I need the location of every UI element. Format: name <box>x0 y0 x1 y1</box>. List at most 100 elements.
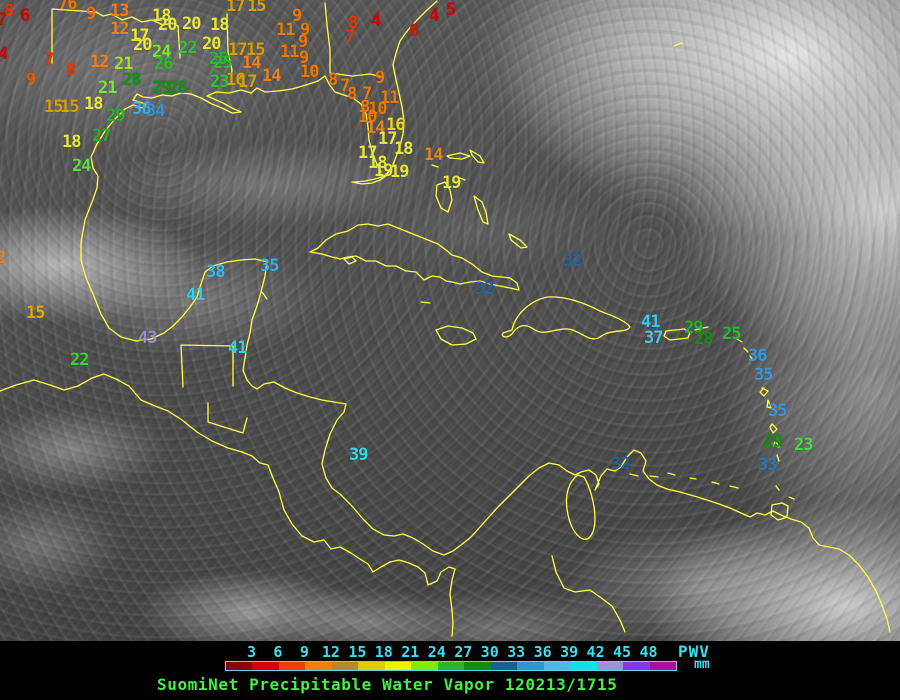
station-pwv-value: 20 <box>182 14 202 34</box>
station-pwv-value: 5 <box>446 0 456 20</box>
station-pwv-value: 16 <box>386 115 406 135</box>
station-pwv-value: 20 <box>158 15 178 35</box>
station-pwv-value: 27 <box>92 126 112 146</box>
station-pwv-value: 11 <box>276 20 296 40</box>
station-pwv-value: 36 <box>748 346 768 366</box>
station-pwv-value: 20 <box>202 34 222 54</box>
station-pwv-value: 17 <box>238 72 258 92</box>
station-pwv-value: 23 <box>794 435 814 455</box>
colorbar-tick-label: 27 <box>454 643 473 661</box>
colorbar-segment <box>226 662 253 670</box>
station-pwv-value: 17 <box>378 129 398 149</box>
station-pwv-value: 9 <box>299 48 309 68</box>
colorbar-segment <box>596 662 624 670</box>
colorbar-segment <box>543 662 571 670</box>
colorbar-tick-label: 12 <box>321 643 340 661</box>
colorbar-tick-label: 21 <box>401 643 420 661</box>
station-pwv-value: 14 <box>366 118 386 138</box>
station-pwv-value: 11 <box>280 42 300 62</box>
station-pwv-value: 15 <box>247 0 267 16</box>
coast-small-islands <box>261 42 683 304</box>
station-pwv-value: 7 <box>44 50 54 70</box>
coast-hispaniola <box>501 296 631 340</box>
station-pwv-value: 9 <box>298 32 308 52</box>
station-pwv-value: 41 <box>186 285 206 305</box>
station-pwv-value: 6 <box>409 21 419 41</box>
station-pwv-value: 36 <box>132 99 152 119</box>
station-pwv-value: 24 <box>72 156 92 176</box>
station-pwv-value: 9 <box>26 70 36 90</box>
colorbar-tick-label: 15 <box>348 643 367 661</box>
colorbar-segment <box>305 662 332 670</box>
station-pwv-value: 21 <box>98 78 118 98</box>
station-pwv-value: 7 <box>362 84 372 104</box>
station-pwv-value: 12 <box>110 19 130 39</box>
station-pwv-value: 13 <box>110 1 130 21</box>
station-pwv-value: 26 <box>154 54 174 74</box>
station-pwv-value: 25 <box>213 53 233 73</box>
coastline-overlay <box>0 0 891 637</box>
colorbar-segment <box>331 662 359 670</box>
station-pwv-value: 18 <box>394 139 414 159</box>
station-pwv-value: 2 <box>0 248 6 268</box>
station-pwv-value: 35 <box>754 365 774 385</box>
station-pwv-value: 19 <box>390 162 410 182</box>
colorbar-tick-label: 42 <box>586 643 605 661</box>
colorbar-tick-label: 33 <box>507 643 526 661</box>
station-pwv-value: 17 <box>130 26 150 46</box>
coast-atlantic-florida <box>354 0 438 183</box>
station-pwv-value: 38 <box>206 262 226 282</box>
station-pwv-value: 17 <box>358 143 378 163</box>
station-pwv-value: 8 <box>360 97 370 117</box>
station-pwv-value: 9 <box>300 20 310 40</box>
station-pwv-value: 28 <box>168 78 188 98</box>
station-pwv-value: 43 <box>138 328 158 348</box>
station-pwv-value: 25 <box>209 49 229 69</box>
coast-pacific <box>0 373 456 637</box>
station-pwv-value: 28 <box>694 329 714 349</box>
station-pwv-value: 18 <box>84 94 104 114</box>
colorbar-segment <box>252 662 279 670</box>
colorbar-segment <box>490 662 518 670</box>
station-pwv-value: 32 <box>563 251 583 271</box>
colorbar-segment <box>437 662 465 670</box>
station-pwv-value: 29 <box>763 432 783 452</box>
station-pwv-value: 18 <box>368 153 388 173</box>
colorbar-segment <box>358 662 385 670</box>
station-pwv-value: 29 <box>106 106 126 126</box>
station-pwv-value: 20 <box>133 35 153 55</box>
station-pwv-value: 41 <box>228 338 248 358</box>
pwv-colorbar <box>225 661 677 671</box>
coast-lesser-antilles <box>736 338 795 500</box>
station-pwv-value: 19 <box>374 161 394 181</box>
station-pwv-value: 8 <box>328 70 338 90</box>
colorbar-segment <box>411 662 438 670</box>
station-pwv-value: 24 <box>152 42 172 62</box>
pwv-unit-label: PWV <box>678 642 710 661</box>
coast-jamaica <box>435 325 477 346</box>
satellite-image: 8 6 7 4 76 9 13 12 18 20 17 20 17 15 20 18 22 20 24 25 25 17 1… <box>0 0 900 641</box>
station-pwv-value: 29 <box>684 318 704 338</box>
station-pwv-value: 32 <box>611 454 631 474</box>
station-pwv-value: 15 <box>60 97 80 117</box>
station-pwv-value: 8 <box>348 13 358 33</box>
colorbar-segment <box>464 662 491 670</box>
station-pwv-value: 41 <box>641 312 661 332</box>
station-pwv-value: 32 <box>475 279 495 299</box>
coast-bahamas <box>431 149 528 249</box>
colorbar-segment <box>384 662 412 670</box>
colorbar-tick-label: 24 <box>427 643 446 661</box>
colorbar-tick-label: 6 <box>273 643 283 661</box>
station-pwv-value: 7 <box>340 76 350 96</box>
pwv-unit-sub: mm <box>694 657 710 672</box>
station-pwv-value: 22 <box>70 350 90 370</box>
station-pwv-value: 4 <box>0 44 8 64</box>
coast-cuba <box>309 223 520 291</box>
colorbar-tick-label: 9 <box>299 643 309 661</box>
station-pwv-value: 18 <box>210 15 230 35</box>
colorbar-tick-label: 18 <box>374 643 393 661</box>
colorbar-segment <box>278 662 306 670</box>
station-pwv-value: 18 <box>62 132 82 152</box>
station-pwv-value: 22 <box>178 38 198 58</box>
